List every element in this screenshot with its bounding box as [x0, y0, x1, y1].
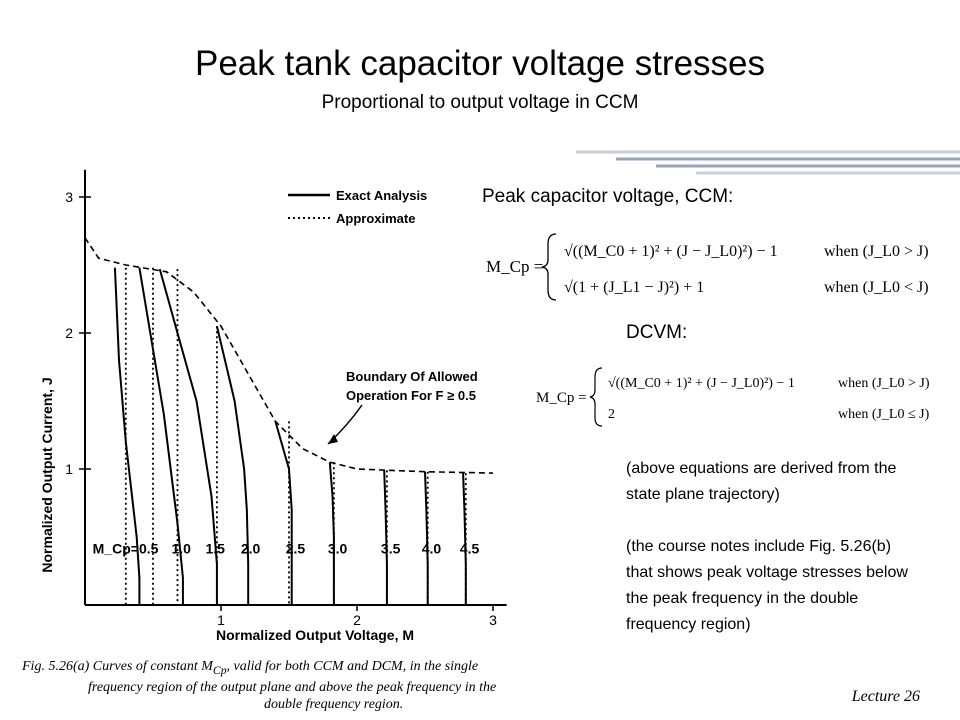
boundary-annotation: Boundary Of Allowed Operation For F ≥ 0.…: [327, 369, 478, 445]
curve-label-4.5: 4.5: [460, 540, 480, 556]
curve-label-2.5: 2.5: [286, 540, 306, 556]
boundary-curve: [84, 237, 494, 474]
curve-label-4.0: 4.0: [422, 540, 442, 556]
mcp-curve-1.5: [158, 268, 218, 605]
y-tick-label: 2: [65, 325, 73, 341]
svg-text:M_Cp =: M_Cp =: [486, 257, 543, 276]
curve-label-3.5: 3.5: [381, 540, 401, 556]
dcvm-heading: DCVM:: [626, 322, 688, 343]
slide-subtitle: Proportional to output voltage in CCM: [321, 92, 639, 113]
svg-text:M_Cp =: M_Cp =: [536, 390, 587, 406]
figure-curves: [84, 237, 494, 605]
note-derivation: (above equations are derived from the st…: [626, 460, 897, 503]
svg-text:2: 2: [608, 407, 615, 422]
y-axis-label: Normalized Output Current, J: [39, 377, 55, 572]
curve-label-0.5: M_Cp=0.5: [93, 540, 159, 556]
svg-text:when (J_L0 > J): when (J_L0 > J): [824, 243, 929, 260]
note-course: (the course notes include Fig. 5.26(b) t…: [626, 538, 908, 633]
mcp-curve-1.0: [138, 267, 184, 605]
curve-label-1.5: 1.5: [205, 540, 225, 556]
slide-title: Peak tank capacitor voltage stresses: [194, 44, 765, 83]
legend-approx: Approximate: [336, 211, 415, 226]
figure-axes: 1 2 3 1 2 3: [65, 169, 507, 628]
annotation-line1: Boundary Of Allowed: [346, 369, 478, 384]
figure-caption: Fig. 5.26(a) Curves of constant MCp, val…: [22, 659, 497, 712]
figure-legend: Exact Analysis Approximate: [288, 188, 427, 226]
x-tick-label: 1: [217, 612, 225, 628]
x-tick-label: 2: [353, 612, 361, 628]
annotation-line2: Operation For F ≥ 0.5: [346, 388, 476, 403]
curve-label-3.0: 3.0: [328, 540, 348, 556]
ccm-equation: M_Cp = √((M_C0 + 1)² + (J − J_L0)²) − 1 …: [486, 233, 929, 301]
mcp-curve-2.0: [215, 325, 250, 605]
y-tick-label: 3: [65, 189, 73, 205]
mcp-curve-3.0: [328, 462, 335, 605]
svg-text:√((M_C0 + 1)² + (J − J_L0)²) −: √((M_C0 + 1)² + (J − J_L0)²) − 1: [564, 243, 778, 260]
dcvm-equation: M_Cp = √((M_C0 + 1)² + (J − J_L0)²) − 1 …: [536, 367, 930, 427]
svg-text:when (J_L0 ≤ J): when (J_L0 ≤ J): [838, 407, 930, 422]
legend-exact: Exact Analysis: [336, 188, 427, 203]
svg-text:√((M_C0 + 1)² + (J − J_L0)²) −: √((M_C0 + 1)² + (J − J_L0)²) − 1: [608, 376, 795, 391]
curve-label-2.0: 2.0: [241, 540, 261, 556]
svg-text:√(1 + (J_L1 − J)²) + 1: √(1 + (J_L1 − J)²) + 1: [564, 279, 704, 296]
decorative-lines: [576, 150, 960, 175]
curve-label-1.0: 1.0: [171, 540, 191, 556]
lecture-footer: Lecture 26: [851, 688, 920, 705]
svg-text:when (J_L0 > J): when (J_L0 > J): [838, 376, 930, 391]
ccm-heading: Peak capacitor voltage, CCM:: [482, 186, 734, 207]
figure-curve-labels: M_Cp=0.5 1.0 1.5 2.0 2.5 3.0 3.5 4.0 4.5: [93, 540, 480, 556]
x-axis-label: Normalized Output Voltage, M: [216, 627, 414, 643]
y-tick-label: 1: [65, 461, 73, 477]
mcp-curve-0.5: [113, 267, 141, 605]
mcp-curve-2.5: [274, 421, 293, 605]
x-tick-label: 3: [489, 612, 497, 628]
svg-text:when (J_L0 < J): when (J_L0 < J): [824, 279, 929, 296]
